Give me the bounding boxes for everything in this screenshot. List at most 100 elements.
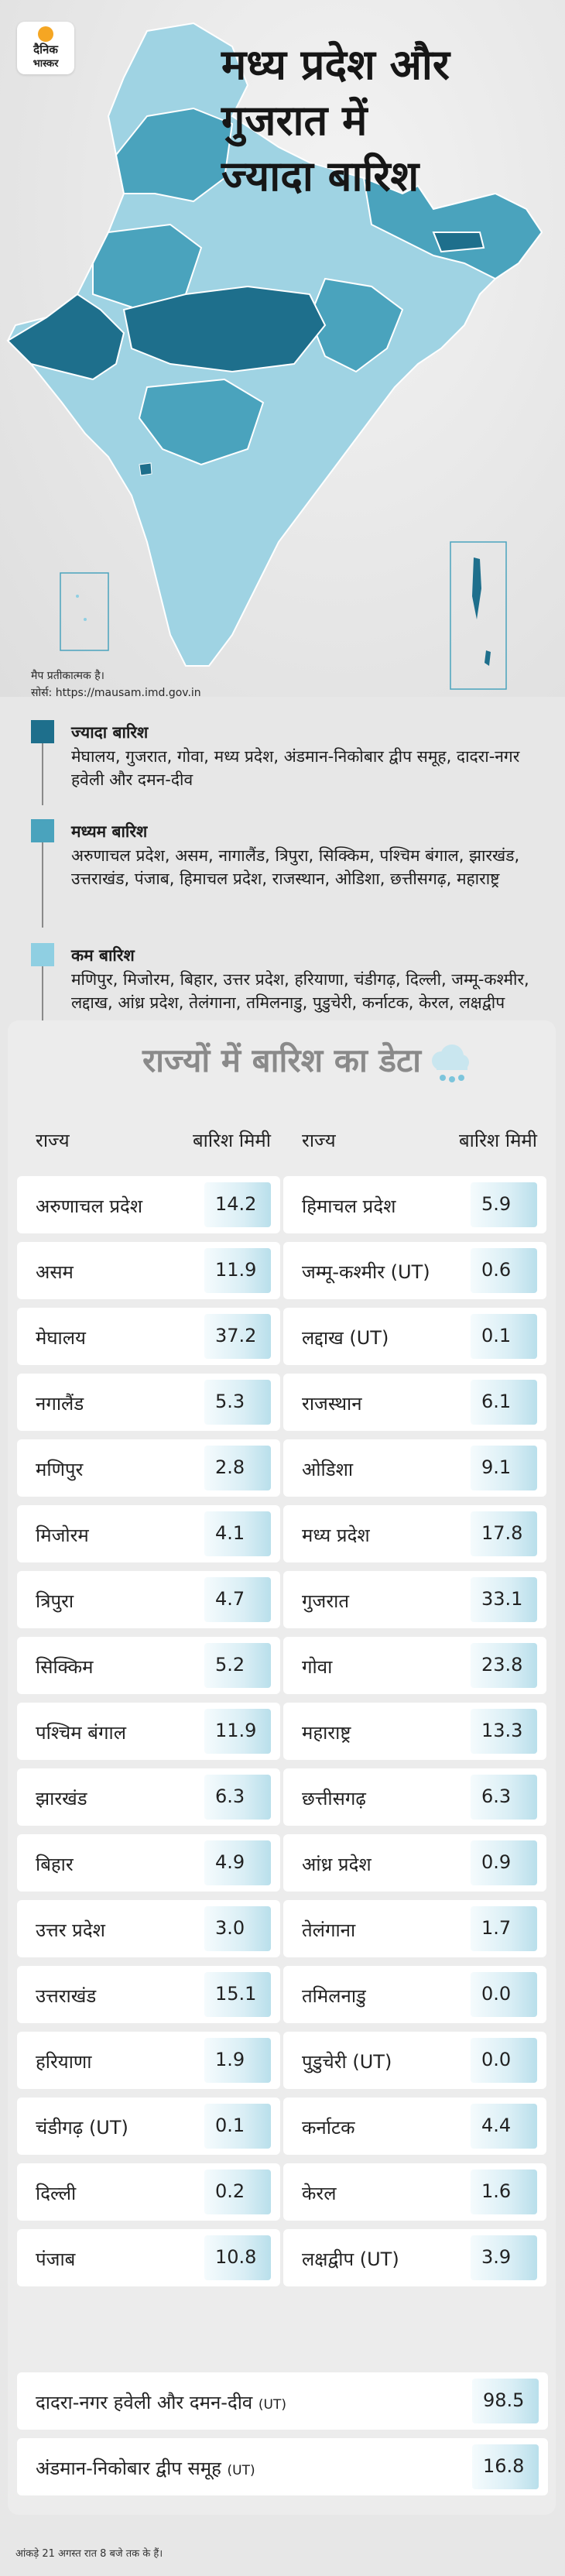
- row-value: 1.9: [215, 2049, 245, 2070]
- row-value: 98.5: [483, 2389, 525, 2411]
- row-value: 1.6: [481, 2180, 512, 2202]
- row-value: 23.8: [481, 1654, 523, 1676]
- table-row: मेघालय 37.2: [17, 1308, 280, 1365]
- legend-swatch-medium: [31, 819, 54, 842]
- row-state: दादरा-नगर हवेली और दमन-दीव (UT): [36, 2392, 286, 2413]
- table-row: ओडिशा 9.1: [283, 1439, 546, 1497]
- row-state: गुजरात: [302, 1590, 350, 1612]
- row-value: 4.7: [215, 1588, 245, 1610]
- table-row: झारखंड 6.3: [17, 1768, 280, 1826]
- table-row: नगालैंड 5.3: [17, 1374, 280, 1431]
- table-row: उत्तराखंड 15.1: [17, 1966, 280, 2023]
- table-row: कर्नाटक 4.4: [283, 2098, 546, 2155]
- row-state: त्रिपुरा: [36, 1590, 74, 1612]
- table-header: राज्य बारिश मिमी: [283, 1110, 546, 1168]
- row-state: पंजाब: [36, 2248, 76, 2270]
- row-state: कर्नाटक: [302, 2117, 355, 2139]
- row-value: 4.4: [481, 2115, 512, 2136]
- row-value: 6.1: [481, 1391, 512, 1412]
- map-region-high-meghalaya: [432, 232, 485, 253]
- andaman-islands: [472, 557, 481, 619]
- table-row: जम्मू-कश्मीर (UT) 0.6: [283, 1242, 546, 1299]
- map-source: सोर्स: https://mausam.imd.gov.in: [31, 687, 201, 699]
- row-state: पश्चिम बंगाल: [36, 1722, 126, 1744]
- row-value: 10.8: [215, 2246, 257, 2268]
- row-state: चंडीगढ़ (UT): [36, 2117, 128, 2139]
- row-value: 0.2: [215, 2180, 245, 2202]
- row-value-cell: 6.3: [204, 1775, 271, 1820]
- row-value: 11.9: [215, 1720, 257, 1741]
- row-value-cell: 16.8: [472, 2444, 539, 2489]
- row-state: उत्तर प्रदेश: [36, 1919, 105, 1941]
- row-value-cell: 33.1: [471, 1577, 537, 1622]
- table-row: पुडुचेरी (UT) 0.0: [283, 2032, 546, 2089]
- table-row: महाराष्ट्र 13.3: [283, 1703, 546, 1760]
- logo-text-line2: भास्कर: [33, 58, 59, 70]
- table-row: केरल 1.6: [283, 2163, 546, 2221]
- row-value: 16.8: [483, 2455, 525, 2477]
- row-value-cell: 23.8: [471, 1643, 537, 1688]
- row-value: 0.9: [481, 1851, 512, 1873]
- andaman-inset: [450, 541, 507, 690]
- row-state: मेघालय: [36, 1327, 86, 1349]
- row-state: सिक्किम: [36, 1656, 94, 1678]
- row-state: पुडुचेरी (UT): [302, 2051, 392, 2073]
- row-value: 2.8: [215, 1456, 245, 1478]
- row-value: 11.9: [215, 1259, 257, 1281]
- table-row: पंजाब 10.8: [17, 2229, 280, 2286]
- row-value-cell: 5.9: [471, 1182, 537, 1227]
- row-state: दिल्ली: [36, 2183, 77, 2204]
- row-value-cell: 98.5: [472, 2379, 539, 2423]
- row-state: हरियाणा: [36, 2051, 92, 2073]
- row-state: तेलंगाना: [302, 1919, 356, 1941]
- logo-sun-icon: [38, 26, 53, 42]
- table-row: तेलंगाना 1.7: [283, 1900, 546, 1957]
- table-row: असम 11.9: [17, 1242, 280, 1299]
- table-row: राजस्थान 6.1: [283, 1374, 546, 1431]
- table-row: बिहार 4.9: [17, 1834, 280, 1892]
- logo-text-line1: दैनिक: [33, 43, 58, 57]
- rainfall-table-card: राज्यों में बारिश का डेटा राज्य बारिश मि…: [8, 1020, 556, 2515]
- legend-title-high: ज्यादा बारिश: [71, 723, 149, 742]
- row-value: 0.1: [215, 2115, 245, 2136]
- dainik-bhaskar-logo: दैनिक भास्कर: [17, 22, 74, 74]
- legend-line: [42, 966, 43, 1036]
- row-state: लद्दाख (UT): [302, 1327, 389, 1349]
- row-state: अंडमान-निकोबार द्वीप समूह (UT): [36, 2458, 255, 2479]
- row-value-cell: 4.9: [204, 1840, 271, 1885]
- row-state: केरल: [302, 2183, 337, 2204]
- row-value: 5.3: [215, 1391, 245, 1412]
- header-state: राज्य: [36, 1130, 70, 1151]
- page-title: मध्य प्रदेश और गुजरात में ज्यादा बारिश: [221, 37, 546, 204]
- map-disclaimer: मैप प्रतीकात्मक है।: [31, 670, 104, 682]
- row-state: हिमाचल प्रदेश: [302, 1195, 396, 1217]
- row-value: 15.1: [215, 1983, 257, 2005]
- legend-title-low: कम बारिश: [71, 946, 135, 965]
- row-value-cell: 0.6: [471, 1248, 537, 1293]
- table-row: मिजोरम 4.1: [17, 1505, 280, 1562]
- row-value-cell: 0.0: [471, 2038, 537, 2083]
- legend-text-high: मेघालय, गुजरात, गोवा, मध्य प्रदेश, अंडमा…: [71, 747, 520, 789]
- row-value: 5.9: [481, 1193, 512, 1215]
- map-region-medium-east: [362, 177, 543, 280]
- table-row: उत्तर प्रदेश 3.0: [17, 1900, 280, 1957]
- row-state: आंध्र प्रदेश: [302, 1854, 372, 1875]
- row-value: 37.2: [215, 1325, 257, 1346]
- row-value-cell: 1.6: [471, 2170, 537, 2214]
- title-line1: मध्य प्रदेश और: [221, 40, 450, 89]
- hero-section: दैनिक भास्कर मध्य प्रदेश और गुजरात में ज…: [0, 0, 565, 699]
- legend-swatch-low: [31, 943, 54, 966]
- row-state: मणिपुर: [36, 1459, 84, 1480]
- table-row: लद्दाख (UT) 0.1: [283, 1308, 546, 1365]
- row-value: 13.3: [481, 1720, 523, 1741]
- row-state: तमिलनाडु: [302, 1985, 366, 2007]
- table-column-left: राज्य बारिश मिमी अरुणाचल प्रदेश 14.2 असम 11…: [17, 1110, 280, 2295]
- legend-line: [42, 743, 43, 805]
- row-value-cell: 2.8: [204, 1446, 271, 1490]
- legend-swatch-high: [31, 720, 54, 743]
- row-value-cell: 17.8: [471, 1511, 537, 1556]
- row-value: 3.0: [215, 1917, 245, 1939]
- table-row-wide: अंडमान-निकोबार द्वीप समूह (UT) 16.8: [17, 2438, 548, 2495]
- row-value: 0.1: [481, 1325, 512, 1346]
- row-state: राजस्थान: [302, 1393, 362, 1415]
